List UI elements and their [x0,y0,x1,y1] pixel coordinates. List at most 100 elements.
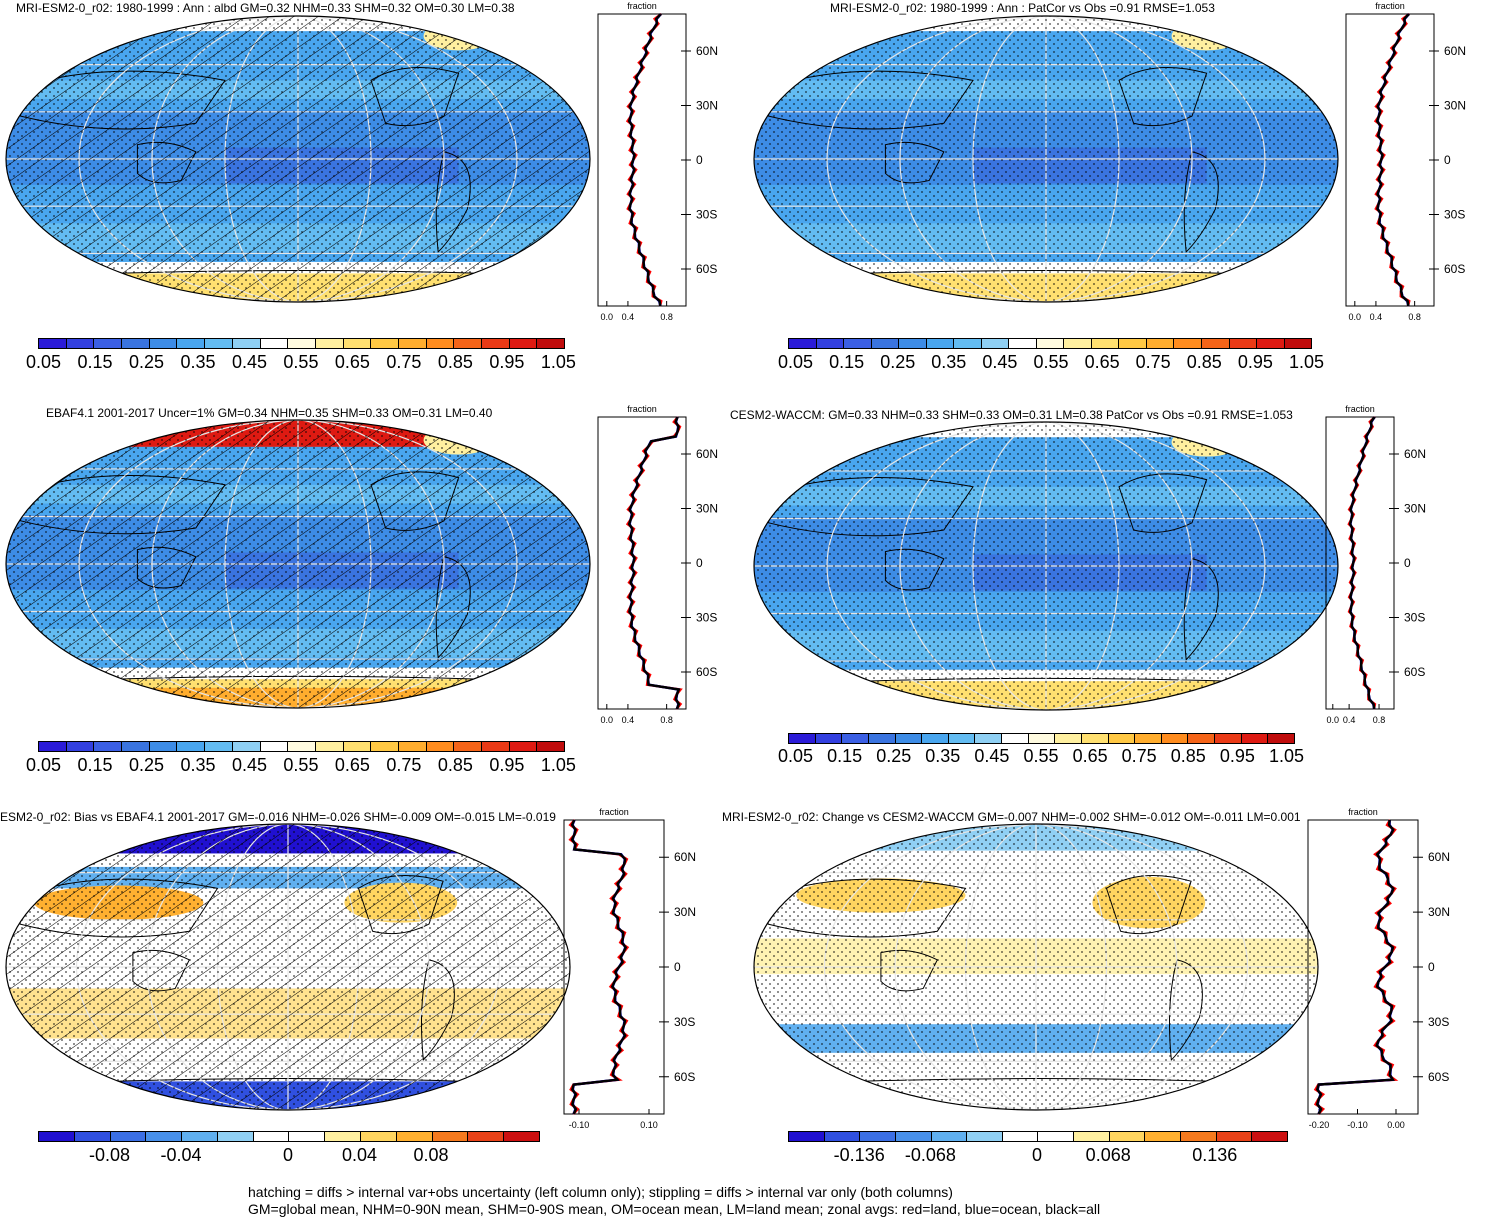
colorbar-swatch [537,339,565,348]
panel-title: CESM2-WACCM: GM=0.33 NHM=0.33 SHM=0.33 O… [730,408,1293,422]
colorbar-swatch [343,742,372,751]
colorbar-swatch [1038,1132,1075,1141]
colorbar-tick-label: 0.05 [778,352,814,372]
zonal-plot-frame [1345,13,1435,307]
colorbar-swatch [1188,734,1215,743]
colorbar-swatch [325,1132,362,1141]
colorbar-swatch [1055,734,1082,743]
map-border [5,823,571,1111]
colorbar-labels: 0.05 0.15 0.25 0.35 0.45 0.55 0.65 0.75 0.85 0.95… [778,746,1304,767]
panel-title: MRI-ESM2-0_r02: 1980-1999 : Ann : albd G… [16,1,515,15]
zonal-ocean-line [628,416,680,710]
zonal-axis-label: fraction [627,404,657,414]
colorbar-swatch [1074,1132,1110,1141]
colorbar-swatch [1091,339,1120,348]
lat-tick-label: 60S [696,262,717,276]
colorbar-swatch [1268,734,1294,743]
colorbar [788,1131,1288,1142]
colorbar-tick-label: 0.65 [334,755,370,775]
x-tick-label: 0.4 [622,312,635,322]
colorbar-swatch [232,742,261,751]
map-border [5,419,591,709]
zonal-all-line [1315,819,1395,1115]
colorbar-swatch [899,339,927,348]
zonal-plot-frame [1307,819,1419,1115]
colorbar-swatch [1241,734,1269,743]
x-tick-label: 0.0 [601,312,614,322]
map-model-albedo [5,15,591,303]
colorbar-swatch [66,339,95,348]
colorbar-tick-label: 0.35 [925,746,961,766]
map-obs-ebaf [5,419,591,709]
x-tick-label: 0.4 [622,715,635,725]
colorbar-swatch [1119,339,1147,348]
colorbar-swatch [1002,734,1029,743]
colorbar-swatch [426,339,455,348]
lat-tick-label: 30N [674,905,696,919]
colorbar-swatch [816,339,845,348]
colorbar-tick-label: 0.85 [1170,746,1206,766]
colorbar-tick-label: 1.05 [540,352,576,372]
colorbar-swatch [315,742,344,751]
colorbar-swatch [482,742,510,751]
lat-tick-label: 30N [1404,501,1426,515]
x-tick-label: 0.4 [1370,312,1383,322]
zonal-mean-plot: fraction 60N 30N 0 30S 60S 0.0 0.4 0.8 [590,403,738,734]
colorbar-labels: 0.05 0.15 0.25 0.35 0.45 0.55 0.65 0.75 0.85 0.95… [26,755,576,776]
colorbar-swatch [289,1132,326,1141]
colorbar-swatch [39,742,67,751]
colorbar-swatch [361,1132,397,1141]
colorbar-tick-label: 1.05 [540,755,576,775]
colorbar-swatch [1036,339,1065,348]
colorbar-swatch [844,339,872,348]
colorbar-swatch [454,742,482,751]
colorbar-swatch [981,339,1010,348]
colorbar-tick-label: 0.65 [334,352,370,372]
colorbar-tick-label: 0.55 [1023,746,1059,766]
colorbar-swatch [260,339,289,348]
map-border [753,15,1339,303]
colorbar-tick-label: 0.55 [283,352,319,372]
colorbar-swatch [468,1132,505,1141]
zonal-axis-label: fraction [627,1,657,11]
colorbar-tick-label: 0.35 [180,755,216,775]
map-bias-vs-obs [5,823,571,1111]
colorbar-swatch [895,734,923,743]
colorbar-swatch [868,734,896,743]
colorbar-swatch [288,742,316,751]
x-tick-label: 0.8 [660,312,673,322]
colorbar-swatch [931,1132,968,1141]
colorbar-tick-label: 0.75 [1135,352,1171,372]
colorbar-swatch [482,339,510,348]
colorbar-tick-label: 0.15 [829,352,865,372]
hatching-overlay [6,16,590,302]
zonal-all-line [627,416,681,710]
colorbar-tick-label: 0.05 [778,746,814,766]
colorbar-swatch [343,339,372,348]
lat-tick-label: 30N [1428,905,1450,919]
hatching-overlay [6,824,570,1110]
colorbar-labels: -0.08 -0.04 0 0.04 0.08 [38,1145,538,1169]
panel-title: MRI-ESM2-0_r02: 1980-1999 : Ann : PatCor… [830,1,1215,15]
colorbar-swatch [1216,1132,1253,1141]
x-tick-label: 0.8 [1373,715,1386,725]
zonal-mean-plot: fraction 60N 30N 0 30S 60S -0.10 0.10 [556,806,716,1139]
panel-title: ESM2-0_r02: Bias vs EBAF4.1 2001-2017 GM… [0,810,556,824]
stippling-overlay [754,16,1338,302]
colorbar-swatch [205,742,233,751]
colorbar-swatch [182,1132,218,1141]
lat-tick-label: 60N [674,850,696,864]
lat-tick-label: 30S [674,1015,695,1029]
colorbar-tick-label: -0.04 [160,1145,202,1165]
lat-tick-label: 60N [1444,44,1466,58]
lat-tick-label: 30S [1444,208,1465,222]
colorbar-swatch [789,1132,825,1141]
colorbar-swatch [1181,1132,1217,1141]
colorbar-swatch [232,339,261,348]
colorbar-swatch [1252,1132,1287,1141]
colorbar-swatch [315,339,344,348]
zonal-all-line [1348,416,1376,710]
colorbar-swatch [842,734,869,743]
colorbar-tick-label: 0.45 [982,352,1018,372]
stippling-overlay [754,422,1338,710]
